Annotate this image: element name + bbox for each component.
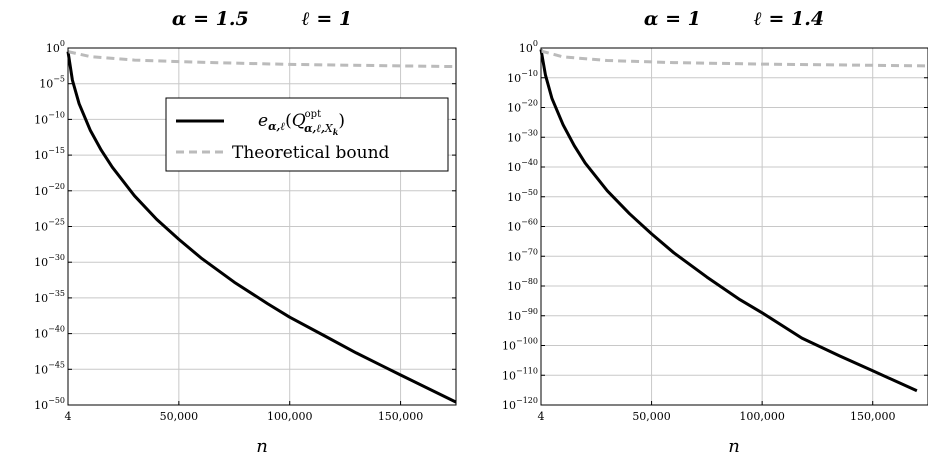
chart-left-y-tick-label: 10−20: [34, 182, 65, 198]
legend-entry-error: eα,ℓ(Qopt α,ℓ,Xk): [258, 109, 345, 137]
chart-left-x-ticks: 4 50,000 100,000 150,000: [65, 401, 424, 423]
chart-left-x-tick-label: 150,000: [378, 410, 424, 423]
chart-left-y-tick-label: 10−25: [34, 218, 65, 234]
chart-left-y-tick-label: 10−15: [34, 146, 65, 162]
chart-left-title: α = 1.5 ℓ = 1: [172, 8, 352, 30]
chart-right-x-tick-label: 50,000: [632, 410, 671, 423]
chart-right-title: α = 1 ℓ = 1.4: [644, 8, 824, 30]
chart-right-grid: [541, 48, 928, 405]
legend-entry-theoretical-bound: Theoretical bound: [232, 143, 390, 163]
chart-right-y-tick-label: 10−20: [507, 99, 538, 115]
chart-right-y-tick-label: 10−80: [507, 277, 538, 293]
chart-left-y-tick-label: 10−30: [34, 253, 65, 269]
chart-right-series-theoretical-bound-line: [540, 49, 928, 68]
chart-left-series: [66, 50, 457, 404]
chart-left-x-label: n: [256, 436, 268, 457]
chart-right-y-tick-label: 10−60: [507, 218, 538, 234]
chart-right-y-tick-label: 10−40: [507, 158, 538, 174]
chart-left-y-tick-label: 100: [46, 39, 65, 55]
chart-left-series-error-line: [66, 51, 457, 404]
chart-right-x-tick-label: 100,000: [739, 410, 785, 423]
chart-right-x-label: n: [728, 436, 740, 457]
chart-right-series: [539, 49, 928, 393]
chart-right-y-ticks: 100 10−10 10−20 10−30 10−40 10−50 10−60 10−70 10…: [502, 39, 928, 412]
chart-left-y-tick-label: 10−50: [34, 396, 65, 412]
chart-right-y-tick-label: 10−110: [502, 366, 538, 382]
chart-right-y-tick-label: 10−100: [502, 337, 538, 353]
chart-right-y-tick-label: 10−90: [507, 307, 538, 323]
chart-left-y-tick-label: 10−40: [34, 325, 65, 341]
chart-right: α = 1 ℓ = 1.4 4 50,000 100,000 150,000 1001…: [502, 8, 928, 457]
chart-left: α = 1.5 ℓ = 1 4 50,000 100,000 150,000 1001…: [34, 8, 457, 457]
chart-right-y-tick-label: 10−10: [507, 69, 538, 85]
chart-left-y-tick-label: 10−35: [34, 289, 65, 305]
chart-right-y-tick-label: 10−30: [507, 128, 538, 144]
chart-left-y-tick-label: 10−45: [34, 360, 65, 376]
chart-left-series-theoretical-bound-line: [67, 50, 457, 69]
chart-left-y-tick-label: 10−10: [34, 110, 65, 126]
chart-right-y-tick-label: 10−120: [502, 396, 538, 412]
chart-right-y-tick-label: 10−50: [507, 188, 538, 204]
chart-left-y-ticks: 100 10−5 10−10 10−15 10−20 10−25 10−30 10−35 10−…: [34, 39, 456, 412]
chart-right-x-ticks: 4 50,000 100,000 150,000: [538, 401, 896, 423]
chart-left-x-tick-label: 100,000: [267, 410, 313, 423]
chart-right-y-tick-label: 100: [519, 39, 538, 55]
legend: eα,ℓ(Qopt α,ℓ,Xk) Theoretical bound: [165, 97, 449, 172]
chart-left-x-tick-label: 50,000: [160, 410, 199, 423]
chart-right-x-tick-label: 150,000: [850, 410, 896, 423]
chart-left-x-tick-label: 4: [65, 410, 72, 423]
chart-right-y-tick-label: 10−70: [507, 247, 538, 263]
chart-right-x-tick-label: 4: [538, 410, 545, 423]
legend-box: [165, 97, 449, 172]
chart-right-series-error-line: [539, 49, 918, 393]
chart-left-y-tick-label: 10−5: [39, 75, 65, 91]
